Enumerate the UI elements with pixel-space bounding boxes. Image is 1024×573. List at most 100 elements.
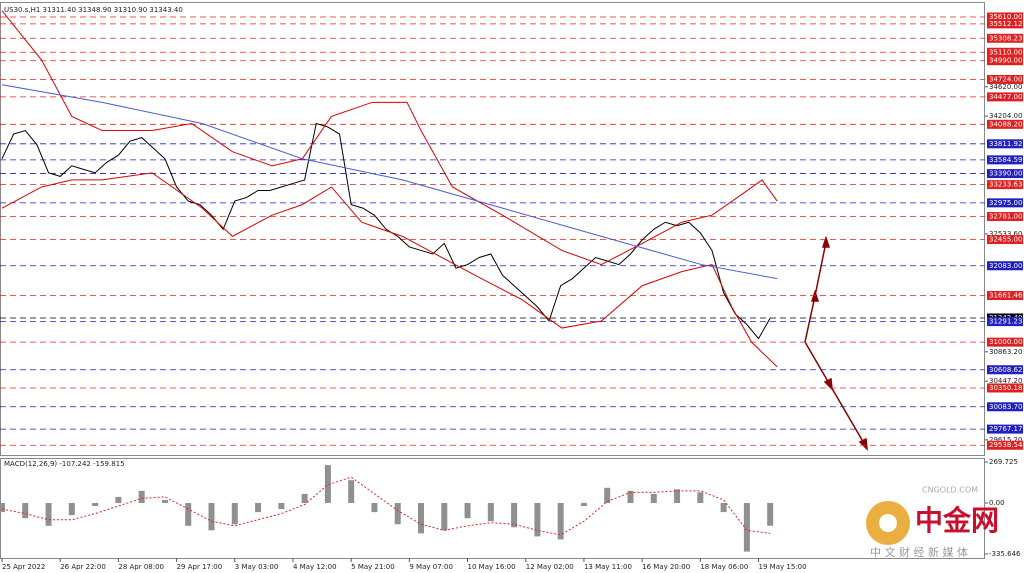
- level-label: 35512.12: [989, 20, 1022, 28]
- level-label: 32781.00: [989, 213, 1022, 221]
- macd-bar: [394, 502, 401, 525]
- level-label: 34088.20: [989, 120, 1022, 128]
- level-label-box: [987, 47, 1023, 57]
- x-tick-label: 3 May 03:00: [235, 563, 279, 571]
- watermark-logo-inner: [879, 514, 897, 532]
- level-label: 32975.00: [989, 199, 1022, 207]
- level-label-box: [987, 92, 1023, 102]
- y-tick-label: 269.725: [989, 458, 1018, 466]
- y-tick-label: 30863.20: [989, 348, 1022, 356]
- y-tick-label: 34204.00: [989, 112, 1022, 120]
- level-label: 33233.63: [989, 181, 1022, 189]
- watermark-tagline: 中 文 财 经 新 媒 体: [870, 545, 968, 559]
- x-tick-label: 9 May 07:00: [409, 563, 453, 571]
- level-label-box: [987, 235, 1023, 245]
- macd-bar: [208, 502, 215, 531]
- macd-bar: [697, 492, 704, 503]
- macd-bar: [278, 502, 285, 510]
- level-label-box: [987, 212, 1023, 222]
- x-tick-label: 25 Apr 2022: [2, 563, 45, 571]
- level-label: 31661.46: [989, 291, 1023, 299]
- macd-bar: [348, 480, 355, 503]
- level-label-box: [987, 365, 1023, 375]
- macd-bar: [0, 502, 5, 513]
- level-label: 29538.54: [989, 441, 1023, 449]
- series-line: [1, 172, 778, 368]
- down-arrow-head: [858, 437, 868, 452]
- y-tick-label: 29615.20: [989, 436, 1022, 444]
- level-label-box: [987, 12, 1023, 22]
- x-tick-label: 12 May 02:00: [526, 563, 574, 571]
- macd-bar: [45, 502, 52, 526]
- macd-bar: [534, 502, 541, 537]
- x-tick-label: 28 Apr 08:00: [118, 563, 164, 571]
- x-tick-label: 13 May 11:00: [584, 563, 632, 571]
- y-tick-label: -335.646: [989, 550, 1021, 558]
- level-label-box: [987, 317, 1023, 327]
- level-label: 31291.23: [989, 318, 1022, 326]
- macd-bar: [231, 502, 238, 525]
- x-tick-label: 18 May 06:00: [700, 563, 748, 571]
- y-tick-label: 32533.60: [989, 230, 1022, 238]
- down-arrow-line: [804, 341, 866, 446]
- macd-bar: [627, 490, 634, 503]
- series-line: [1, 84, 778, 280]
- watermark: 中金网 CNGOLD.COM 中 文 财 经 新 媒 体: [866, 486, 999, 559]
- x-tick-label: 16 May 20:00: [642, 563, 690, 571]
- down-arrow-head: [823, 377, 833, 392]
- level-label-box: [987, 56, 1023, 66]
- level-label-box: [987, 198, 1023, 208]
- macd-bar: [720, 502, 727, 513]
- watermark-site: CNGOLD.COM: [922, 486, 978, 495]
- macd-bar: [418, 502, 425, 534]
- macd-bar: [487, 502, 494, 522]
- level-label-box: [987, 169, 1023, 179]
- panel-title: US30.s,H1 31311.40 31348.90 31310.90 313…: [4, 6, 183, 14]
- level-label: 33584.59: [989, 156, 1022, 164]
- macd-bar: [511, 502, 518, 528]
- macd-bar: [161, 499, 168, 503]
- y-tick-label: 0.00: [989, 499, 1005, 507]
- level-label-box: [987, 440, 1023, 450]
- level-label-box: [987, 402, 1023, 412]
- level-label-box: [987, 337, 1023, 347]
- level-label: 34724.00: [989, 75, 1022, 83]
- y-tick-label: 30447.20: [989, 377, 1022, 385]
- level-label: 33811.92: [989, 140, 1022, 148]
- macd-bar: [674, 489, 681, 503]
- x-tick-label: 29 Apr 17:00: [177, 563, 223, 571]
- macd-bar: [324, 465, 331, 503]
- level-label: 35610.00: [989, 13, 1022, 21]
- macd-bar: [92, 502, 99, 507]
- macd-bar: [441, 502, 448, 531]
- macd-bar: [580, 502, 587, 507]
- level-label: 30350.18: [989, 384, 1022, 392]
- macd-bar: [255, 502, 262, 513]
- level-label: 32083.00: [989, 262, 1022, 270]
- level-label-box: [987, 139, 1023, 149]
- macd-bar: [604, 487, 611, 503]
- level-label-box: [987, 424, 1023, 434]
- macd-bar: [185, 502, 192, 526]
- macd-bar: [650, 493, 657, 503]
- macd-bar: [557, 502, 564, 540]
- macd-bar: [301, 493, 308, 503]
- macd-bar: [464, 502, 471, 519]
- series-line: [1, 122, 771, 340]
- level-label: 35308.23: [989, 34, 1022, 42]
- level-label: 30608.62: [989, 366, 1022, 374]
- x-tick-label: 10 May 16:00: [468, 563, 516, 571]
- macd-bar: [115, 496, 122, 503]
- level-label-box: [987, 261, 1023, 271]
- y-tick-label: 34620.00: [989, 83, 1022, 91]
- x-tick-label: 26 Apr 22:00: [60, 563, 106, 571]
- level-label-box: [987, 74, 1023, 84]
- level-label-box: [987, 119, 1023, 129]
- watermark-brand: 中金网: [915, 504, 999, 537]
- level-label-box: [987, 383, 1023, 393]
- level-label: 33390.00: [989, 170, 1022, 178]
- level-label: 31000.00: [989, 338, 1022, 346]
- x-tick-label: 4 May 12:00: [293, 563, 337, 571]
- level-label-box: [987, 155, 1023, 165]
